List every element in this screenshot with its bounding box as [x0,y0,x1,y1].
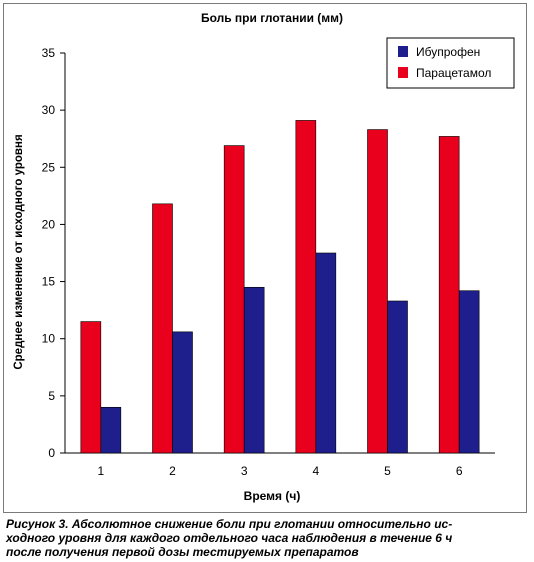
caption-line: Рисунок 3. Абсолютное снижение боли при … [6,517,453,531]
bar-ibuprofen [172,331,193,454]
bar-ibuprofen [100,406,122,454]
caption-line: ходного уровня для каждого отдельного ча… [6,531,453,545]
plot-area: 0 5 10 15 20 25 30 35 1 2 3 4 5 6 [42,46,495,478]
legend-label-ibuprofen: Ибупрофен [416,45,480,59]
x-tick-label: 5 [384,464,391,478]
bar-ibuprofen [315,252,337,454]
caption-line: после получения первой дозы тестируемых … [6,545,359,559]
legend: Ибупрофен Парацетамол [386,37,515,89]
chart-frame [3,3,527,513]
chart-title: Боль при глотании (мм) [201,11,343,25]
y-tick-label: 0 [48,446,55,460]
x-tick-label: 4 [312,464,319,478]
bar-paracetamol [367,129,388,454]
y-tick-label: 20 [42,217,56,231]
bar-paracetamol [152,203,173,454]
legend-swatch-paracetamol [398,67,408,78]
x-tick-label: 2 [169,464,176,478]
bar-paracetamol [438,136,460,454]
x-tick-label: 6 [456,464,463,478]
bar-paracetamol [295,120,317,454]
figure-caption: Рисунок 3. Абсолютное снижение боли при … [6,517,526,559]
x-tick-label: 3 [241,464,248,478]
y-tick-label: 10 [42,332,56,346]
x-tick-label: 1 [97,464,104,478]
bar-paracetamol [223,145,245,454]
y-tick-label: 30 [42,103,56,117]
bar-ibuprofen [387,300,408,454]
y-axis-title: Среднее изменение от исходного уровня [13,134,25,369]
y-tick-label: 15 [42,275,56,289]
x-axis-title: Время (ч) [244,489,301,503]
legend-swatch-ibuprofen [398,46,408,57]
bar-paracetamol [80,321,102,454]
bar-chart: Боль при глотании (мм) Среднее изменение… [13,11,515,503]
legend-label-paracetamol: Парацетамол [416,66,491,80]
bar-ibuprofen [243,286,265,454]
y-tick-label: 35 [42,46,56,60]
bar-ibuprofen [458,290,480,454]
y-tick-label: 5 [48,389,55,403]
y-tick-label: 25 [42,160,56,174]
legend-box [386,37,515,89]
